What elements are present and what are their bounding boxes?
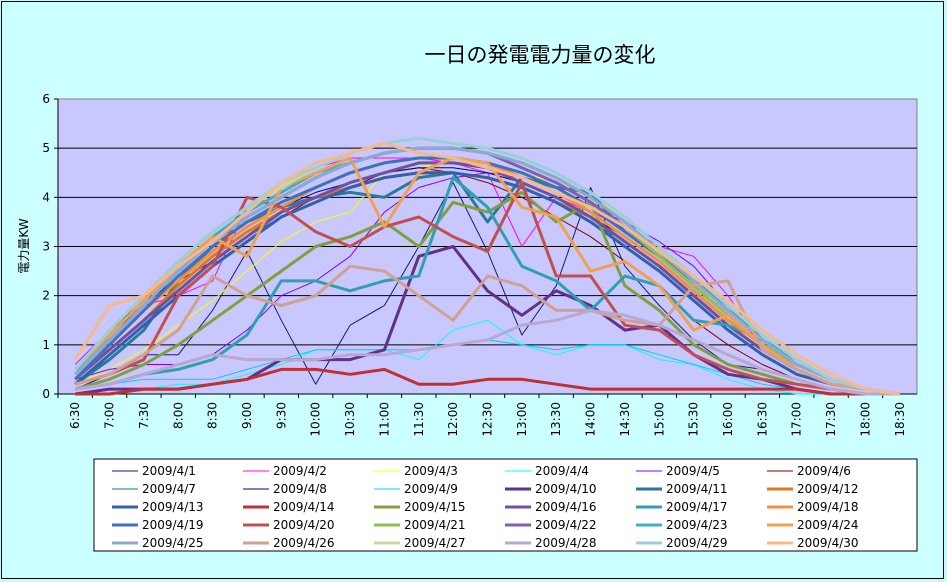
x-tick-label: 15:30	[687, 402, 701, 437]
y-axis-label: 電力量KW	[17, 218, 31, 273]
legend-label: 2009/4/10	[535, 482, 597, 496]
x-tick-label: 12:00	[446, 402, 460, 437]
legend-label: 2009/4/15	[404, 500, 466, 514]
x-tick-label: 10:00	[309, 402, 323, 437]
series-line	[74, 136, 901, 396]
legend-label: 2009/4/14	[273, 500, 335, 514]
series-line	[74, 181, 900, 396]
series-line	[74, 156, 901, 396]
legend-label: 2009/4/1	[142, 464, 196, 478]
y-axis-ticks: 0 1 2 3 4 5 6	[42, 92, 917, 401]
legend-label: 2009/4/7	[142, 482, 196, 496]
series-lines	[73, 136, 901, 396]
y-tick-label: 6	[42, 92, 50, 106]
x-tick-label: 9:00	[240, 402, 254, 429]
legend-label: 2009/4/19	[142, 518, 204, 532]
x-tick-label: 11:00	[377, 402, 391, 437]
series-line	[73, 141, 901, 396]
legend-label: 2009/4/5	[666, 464, 720, 478]
legend-label: 2009/4/13	[142, 500, 204, 514]
legend-label: 2009/4/21	[404, 518, 466, 532]
legend	[93, 458, 918, 552]
legend-label: 2009/4/27	[404, 536, 466, 550]
legend-label: 2009/4/20	[273, 518, 335, 532]
chart-title: 一日の発電電力量の変化	[425, 43, 656, 67]
legend-label: 2009/4/4	[535, 464, 589, 478]
y-tick-label: 0	[42, 387, 50, 401]
legend-label: 2009/4/23	[666, 518, 728, 532]
legend-label: 2009/4/25	[142, 536, 204, 550]
x-tick-label: 12:30	[481, 402, 495, 437]
x-axis-ticks: 6:30 7:00 7:30 8:00 8:30 9:00 9:30 10:00 10:30 11…	[57, 394, 907, 437]
x-tick-label: 8:00	[171, 402, 185, 429]
legend-label: 2009/4/8	[273, 482, 327, 496]
x-tick-label: 16:00	[721, 402, 735, 437]
x-tick-label: 17:30	[824, 402, 838, 437]
legend-label: 2009/4/16	[535, 500, 597, 514]
legend-label: 2009/4/3	[404, 464, 458, 478]
x-tick-label: 7:30	[137, 402, 151, 429]
series-line	[74, 264, 901, 396]
x-tick-label: 17:00	[790, 402, 804, 437]
legend-label: 2009/4/26	[273, 536, 335, 550]
x-tick-label: 10:30	[343, 402, 357, 437]
legend-label: 2009/4/30	[797, 536, 859, 550]
x-tick-label: 18:30	[893, 402, 907, 437]
y-tick-label: 4	[42, 190, 50, 204]
y-tick-label: 1	[42, 338, 50, 352]
legend-label: 2009/4/11	[666, 482, 728, 496]
x-tick-label: 13:00	[515, 402, 529, 437]
x-tick-label: 15:00	[652, 402, 666, 437]
x-tick-label: 16:30	[755, 402, 769, 437]
x-tick-label: 6:30	[68, 402, 82, 429]
y-tick-label: 2	[42, 289, 50, 303]
x-tick-label: 7:00	[103, 402, 117, 429]
series-line	[74, 308, 900, 396]
legend-items: 2009/4/1 2009/4/2 2009/4/3 2009/4/4 2009/4/5…	[112, 464, 859, 550]
x-tick-label: 13:30	[549, 402, 563, 437]
x-tick-label: 11:30	[412, 402, 426, 437]
legend-label: 2009/4/22	[535, 518, 597, 532]
legend-label: 2009/4/12	[797, 482, 859, 496]
x-tick-label: 14:30	[618, 402, 632, 437]
legend-label: 2009/4/18	[797, 500, 859, 514]
y-tick-label: 3	[42, 240, 50, 254]
series-line	[75, 367, 900, 396]
legend-label: 2009/4/28	[535, 536, 597, 550]
legend-label: 2009/4/29	[666, 536, 728, 550]
legend-label: 2009/4/2	[273, 464, 327, 478]
legend-label: 2009/4/6	[797, 464, 851, 478]
legend-label: 2009/4/24	[797, 518, 859, 532]
x-tick-label: 9:30	[274, 402, 288, 429]
x-tick-label: 8:30	[206, 402, 220, 429]
x-tick-label: 14:00	[584, 402, 598, 437]
legend-label: 2009/4/9	[404, 482, 458, 496]
legend-label: 2009/4/17	[666, 500, 728, 514]
series-line	[74, 190, 900, 396]
x-tick-label: 18:00	[858, 402, 872, 437]
y-tick-label: 5	[42, 141, 50, 155]
